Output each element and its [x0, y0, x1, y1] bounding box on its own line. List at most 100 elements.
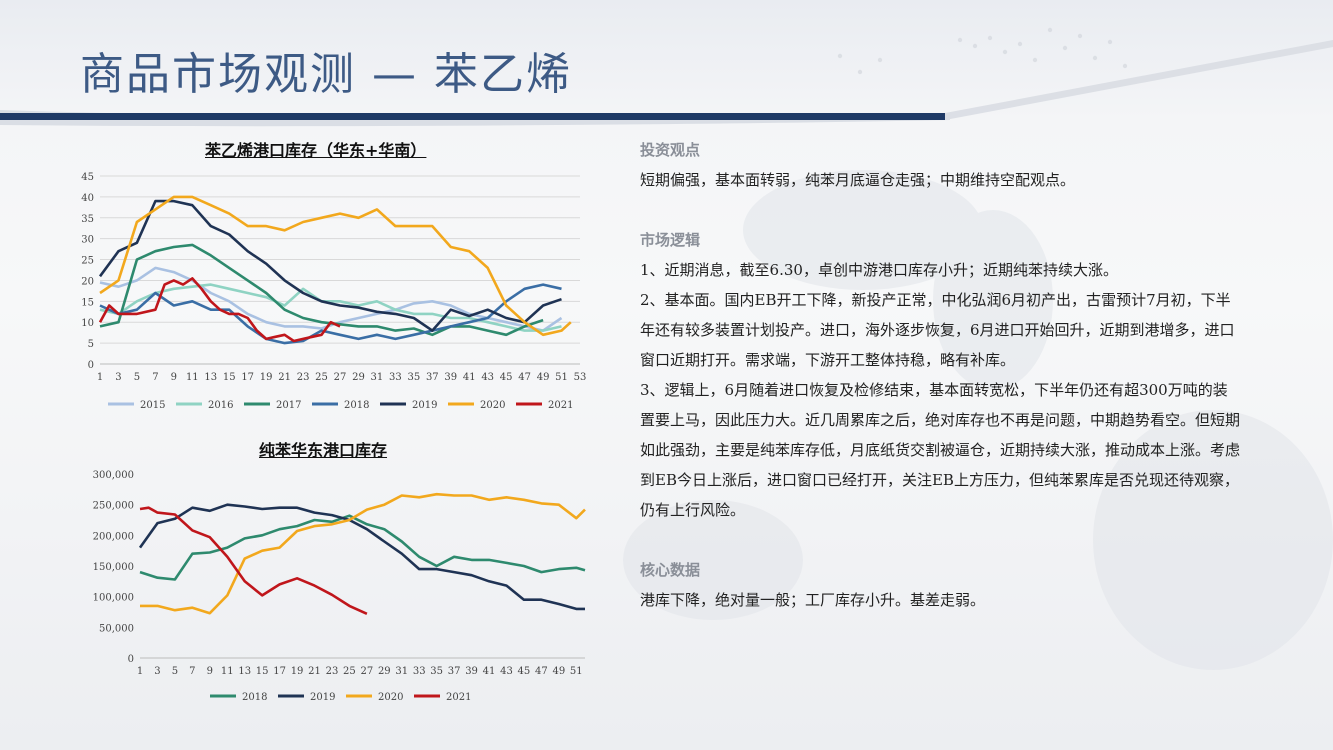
x-tick-label: 7 — [189, 666, 195, 677]
section-market-logic: 市场逻辑 1、近期消息，截至6.30，卓创中游港口库存小升；近期纯苯持续大涨。 … — [640, 225, 1240, 525]
x-tick-label: 25 — [315, 372, 328, 383]
x-tick-label: 9 — [171, 372, 177, 383]
world-map-decoration — [623, 170, 1333, 670]
legend-label: 2018 — [242, 692, 267, 703]
x-tick-label: 51 — [570, 666, 583, 677]
paragraph: 2、基本面。国内EB开工下降，新投产正常，中化弘润6月初产出，古雷预计7月初，下… — [640, 291, 1235, 369]
x-tick-label: 39 — [465, 666, 478, 677]
series-line-2018 — [139, 514, 586, 581]
x-tick-label: 45 — [518, 666, 531, 677]
y-tick-label: 20 — [81, 276, 94, 287]
section-heading: 核心数据 — [640, 561, 701, 579]
y-tick-label: 100,000 — [93, 593, 134, 604]
legend-label: 2018 — [344, 400, 369, 411]
x-tick-label: 53 — [574, 372, 587, 383]
x-tick-label: 13 — [238, 666, 251, 677]
legend-label: 2015 — [140, 400, 165, 411]
chart-benzene-port-inventory: 0 50,000 100,000 150,000 200,000 250,000 300,0… — [93, 470, 586, 703]
section-heading: 投资观点 — [640, 141, 701, 159]
x-tick-label: 35 — [430, 666, 443, 677]
y-tick-label: 45 — [81, 172, 94, 183]
y-tick-label: 5 — [88, 339, 94, 350]
section-investment-view: 投资观点 短期偏强，基本面转弱，纯苯月底逼仓走强；中期维持空配观点。 — [640, 135, 1240, 195]
header-band — [0, 27, 1333, 127]
x-tick-label: 19 — [291, 666, 304, 677]
y-tick-label: 250,000 — [93, 501, 134, 512]
x-tick-label: 5 — [134, 372, 140, 383]
y-tick-label: 300,000 — [93, 470, 134, 481]
x-tick-label: 29 — [378, 666, 391, 677]
x-tick-label: 1 — [137, 666, 143, 677]
x-tick-label: 33 — [389, 372, 402, 383]
y-tick-label: 200,000 — [93, 531, 134, 542]
x-tick-label: 23 — [326, 666, 339, 677]
x-tick-label: 13 — [204, 372, 217, 383]
paragraph: 3、逻辑上，6月随着进口恢复及检修结束，基本面转宽松，下半年仍还有超300万吨的… — [640, 381, 1241, 519]
x-tick-label: 49 — [537, 372, 550, 383]
chart-1-title: 苯乙烯港口库存（华东+华南） — [205, 141, 427, 160]
series-line-2017 — [99, 243, 544, 337]
x-tick-label: 15 — [256, 666, 269, 677]
y-tick-label: 25 — [81, 256, 94, 267]
x-tick-label: 17 — [273, 666, 286, 677]
series-line-2018 — [99, 283, 562, 345]
y-tick-label: 15 — [81, 297, 94, 308]
x-tick-label: 31 — [395, 666, 408, 677]
section-core-data: 核心数据 港库下降，绝对量一般；工厂库存小升。基差走弱。 — [640, 555, 1240, 615]
x-tick-label: 19 — [260, 372, 273, 383]
y-tick-label: 40 — [81, 193, 94, 204]
x-tick-label: 21 — [308, 666, 321, 677]
x-tick-label: 21 — [278, 372, 291, 383]
legend-label: 2021 — [446, 692, 471, 703]
section-heading: 市场逻辑 — [640, 231, 701, 249]
x-tick-label: 37 — [448, 666, 461, 677]
x-tick-label: 31 — [371, 372, 384, 383]
x-tick-label: 11 — [186, 372, 199, 383]
x-tick-label: 11 — [221, 666, 234, 677]
x-tick-label: 5 — [172, 666, 178, 677]
legend-label: 2019 — [412, 400, 437, 411]
x-tick-label: 33 — [413, 666, 426, 677]
legend-label: 2017 — [276, 400, 301, 411]
x-tick-label: 35 — [407, 372, 420, 383]
series-line-2015 — [99, 266, 563, 332]
x-tick-label: 3 — [154, 666, 160, 677]
x-tick-label: 41 — [463, 372, 476, 383]
x-tick-label: 23 — [297, 372, 310, 383]
y-tick-label: 50,000 — [99, 623, 134, 634]
y-tick-label: 0 — [88, 360, 94, 371]
series-line-2021 — [98, 277, 341, 343]
y-tick-label: 150,000 — [93, 562, 134, 573]
series-line-2019 — [98, 199, 562, 332]
series-line-2019 — [138, 503, 585, 611]
x-tick-label: 43 — [500, 666, 513, 677]
y-tick-label: 10 — [81, 318, 94, 329]
x-tick-label: 51 — [555, 372, 568, 383]
x-tick-label: 7 — [152, 372, 158, 383]
analysis-panel: 投资观点 短期偏强，基本面转弱，纯苯月底逼仓走强；中期维持空配观点。 市场逻辑 … — [640, 135, 1240, 615]
y-tick-label: 30 — [81, 235, 94, 246]
paragraph: 港库下降，绝对量一般；工厂库存小升。基差走弱。 — [640, 591, 986, 609]
x-tick-label: 27 — [360, 666, 373, 677]
x-tick-label: 41 — [483, 666, 496, 677]
paragraph: 短期偏强，基本面转弱，纯苯月底逼仓走强；中期维持空配观点。 — [640, 171, 1076, 189]
x-tick-label: 27 — [334, 372, 347, 383]
x-tick-label: 25 — [343, 666, 356, 677]
series-line-2020 — [99, 195, 572, 337]
x-tick-label: 3 — [115, 372, 121, 383]
paragraph: 1、近期消息，截至6.30，卓创中游港口库存小升；近期纯苯持续大涨。 — [640, 261, 1118, 279]
header-accent-bar — [0, 113, 945, 120]
x-tick-label: 43 — [481, 372, 494, 383]
x-tick-label: 9 — [207, 666, 213, 677]
series-line-2020 — [140, 492, 586, 615]
legend-label: 2016 — [208, 400, 233, 411]
series-line-2021 — [139, 506, 368, 615]
legend-label: 2021 — [548, 400, 573, 411]
x-tick-label: 49 — [552, 666, 565, 677]
x-tick-label: 37 — [426, 372, 439, 383]
x-tick-label: 47 — [535, 666, 548, 677]
series-line-2016 — [99, 283, 562, 332]
y-tick-label: 0 — [128, 654, 134, 665]
x-tick-label: 17 — [241, 372, 254, 383]
